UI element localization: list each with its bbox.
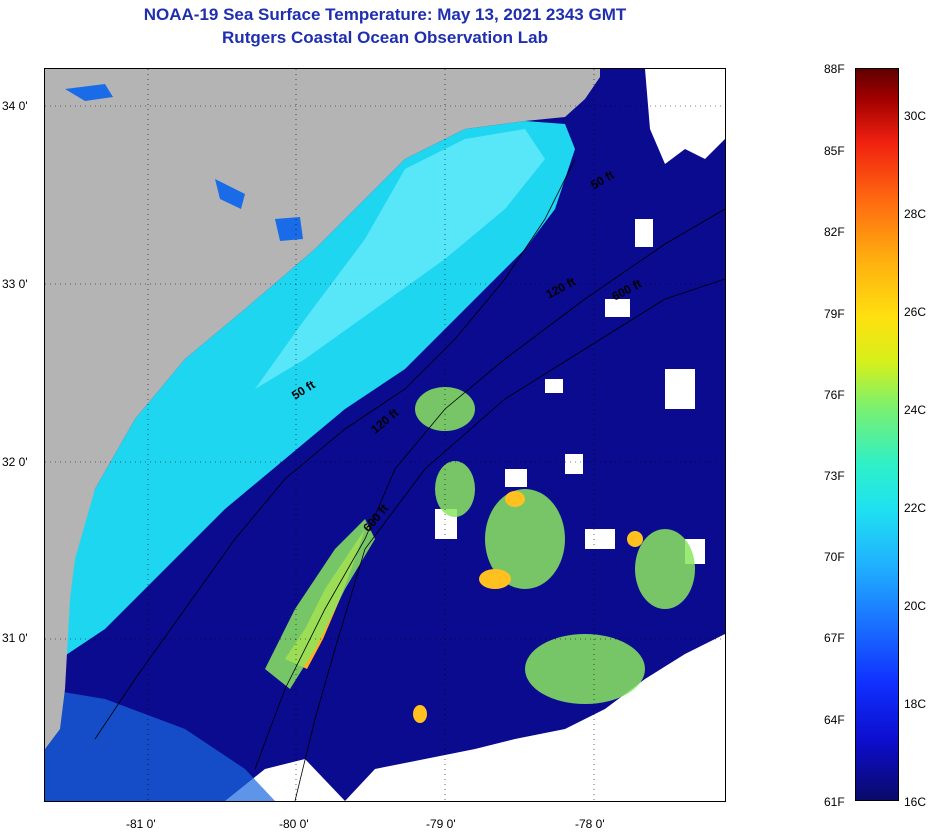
colorbar-f-82: 82F [824,225,845,239]
colorbar-c-22: 22C [904,501,927,515]
colorbar-f-67: 67F [824,631,845,645]
lat-label-31: 31 0' [2,631,28,645]
gulf-stream-green [265,519,375,689]
sst-map: 50 ft 120 ft 600 ft 50 ft 120 ft 600 ft [44,68,726,802]
map-subtitle: Rutgers Coastal Ocean Observation Lab [222,28,548,47]
contour-50ft [94,158,576,740]
colorbar-f-73: 73F [824,469,845,483]
lon-label-78: -78 0' [575,817,605,831]
lat-label-33: 33 0' [2,277,28,291]
colorbar-f-88: 88F [824,62,845,76]
sst-map-canvas [45,69,725,801]
eddy-features [415,387,695,704]
nearshore-blue [45,689,275,801]
temperature-colorbar [855,68,899,801]
map-title: NOAA-19 Sea Surface Temperature: May 13,… [143,5,627,24]
eddy-warm-spots [413,491,643,723]
colorbar-c-24: 24C [904,403,927,417]
shelf-water [45,121,575,801]
colorbar-c-26: 26C [904,305,927,319]
lat-label-34: 34 0' [2,99,28,113]
land-mass [45,69,600,749]
contour-120ft [254,208,725,770]
colorbar-c-28: 28C [904,207,927,221]
cloud-southeast [345,634,725,801]
colorbar-f-76: 76F [824,388,845,402]
lon-label-81: -81 0' [126,817,156,831]
colorbar-f-70: 70F [824,550,845,564]
graticule [45,69,725,801]
colorbar-c-16: 16C [904,795,927,809]
colorbar-c-18: 18C [904,697,927,711]
colorbar-f-61: 61F [824,795,845,809]
contour-600ft [294,278,725,801]
lon-label-80: -80 0' [279,817,309,831]
colorbar-f-79: 79F [824,307,845,321]
shelf-water-light [255,129,545,389]
lon-label-79: -79 0' [426,817,456,831]
colorbar-c-20: 20C [904,599,927,613]
colorbar-f-85: 85F [824,144,845,158]
cloud-northeast [645,69,725,164]
colorbar-f-64: 64F [824,713,845,727]
bathymetry-contours [94,158,725,801]
inland-water [65,84,303,241]
cloud-patches [435,219,705,564]
colorbar-c-30: 30C [904,109,927,123]
lat-label-32: 32 0' [2,455,28,469]
